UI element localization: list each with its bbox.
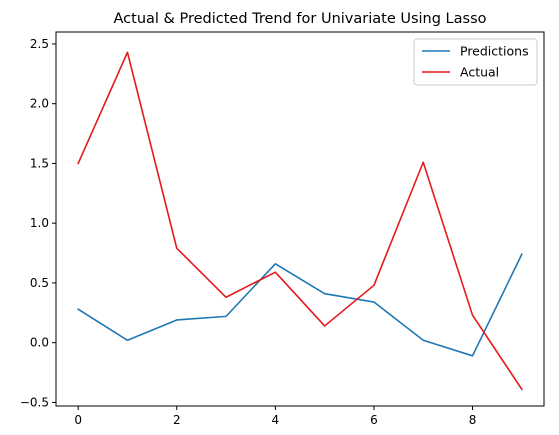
y-tick-label: −0.5 xyxy=(20,395,49,409)
x-tick-label: 2 xyxy=(173,413,181,427)
x-tick-label: 0 xyxy=(74,413,82,427)
y-tick-label: 1.5 xyxy=(30,156,49,170)
series-layer xyxy=(77,51,523,391)
y-tick-label: 2.5 xyxy=(30,37,49,51)
x-axis: 0 2 4 6 8 xyxy=(74,406,476,427)
y-tick-label: 0.0 xyxy=(30,336,49,350)
x-tick-label: 8 xyxy=(469,413,477,427)
y-tick-label: 0.5 xyxy=(30,276,49,290)
chart-title: Actual & Predicted Trend for Univariate … xyxy=(114,11,487,27)
y-axis: −0.5 0.0 0.5 1.0 1.5 2.0 2.5 xyxy=(20,37,56,409)
legend-label-actual: Actual xyxy=(460,65,499,80)
plot-frame xyxy=(55,31,545,407)
legend: Predictions Actual xyxy=(413,38,538,86)
plot-area xyxy=(56,32,544,406)
series-line-actual xyxy=(77,51,523,391)
x-tick-label: 6 xyxy=(370,413,378,427)
y-tick-label: 1.0 xyxy=(30,216,49,230)
legend-label-predictions: Predictions xyxy=(460,44,529,59)
series-line-predictions xyxy=(77,253,523,357)
y-tick-label: 2.0 xyxy=(30,97,49,111)
x-tick-label: 4 xyxy=(272,413,280,427)
